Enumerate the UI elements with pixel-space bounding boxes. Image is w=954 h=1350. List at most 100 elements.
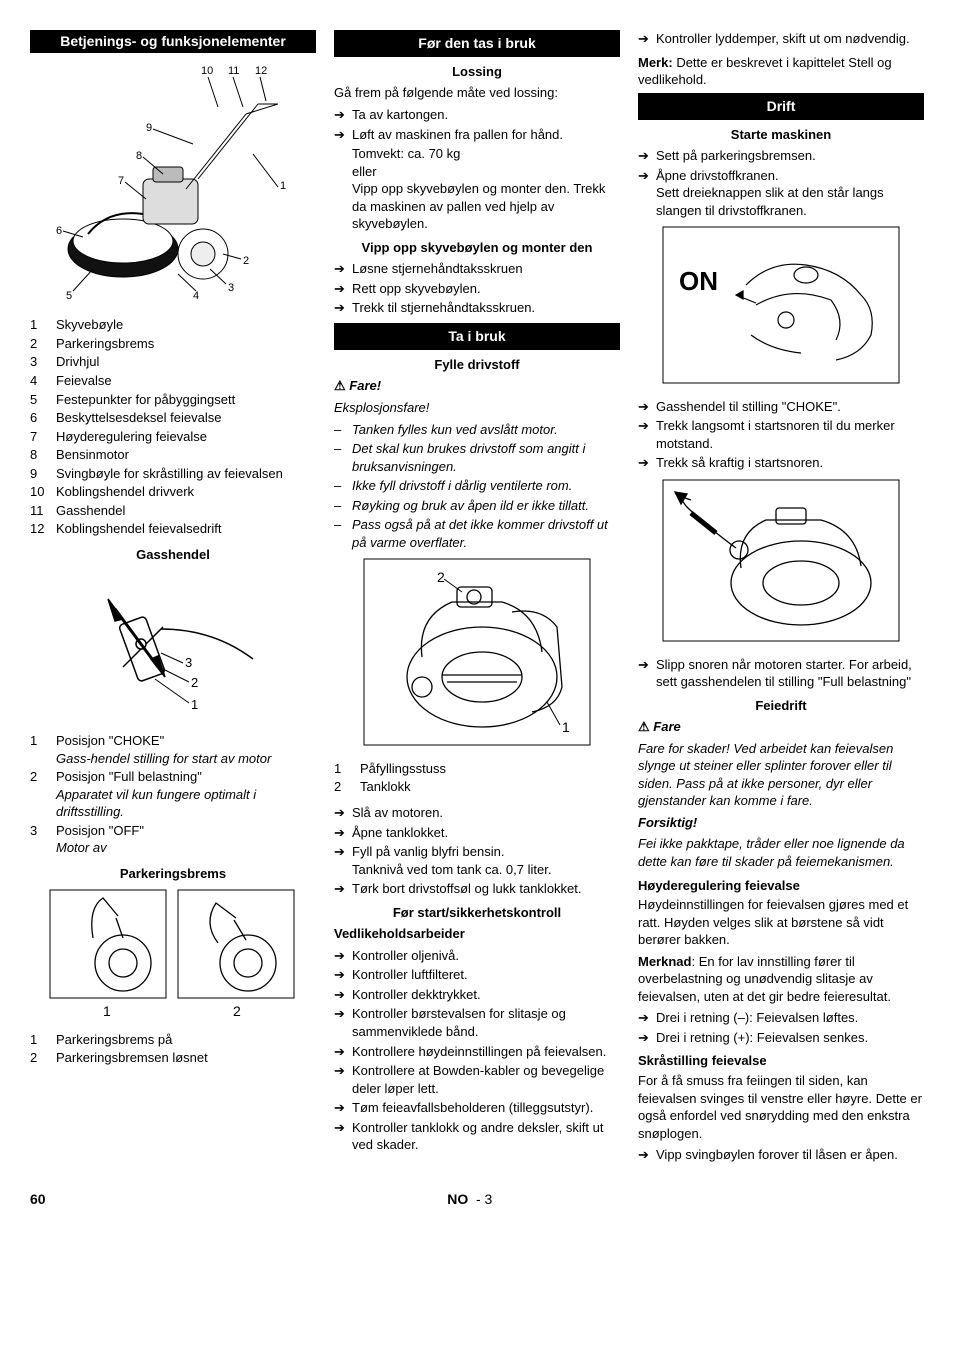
list-item: Kontrollere at Bowden-kabler og bevegeli…: [334, 1062, 620, 1097]
dash-list: Tanken fylles kun ved avslått motor.Det …: [334, 421, 620, 552]
svg-text:11: 11: [228, 65, 239, 77]
fare-text: Fare for skader! Ved arbeidet kan feieva…: [638, 740, 924, 810]
list-item: 1Skyvebøyle: [30, 316, 316, 334]
skra-header: Skråstilling feievalse: [638, 1052, 924, 1070]
hoy-header: Høyderegulering feievalse: [638, 877, 924, 895]
lossing-header: Lossing: [334, 63, 620, 81]
list-item: Trekk så kraftig i startsnoren.: [638, 454, 924, 472]
figure-motor: 2 1: [334, 557, 620, 752]
lossing-intro: Gå frem på følgende måte ved lossing:: [334, 84, 620, 102]
list-item: Kontroller luftfilteret.: [334, 966, 620, 984]
top-list: Kontroller lyddemper, skift ut om nødven…: [638, 30, 924, 48]
starte-list1: Sett på parkeringsbremsen. Åpne drivstof…: [638, 147, 924, 219]
skra-list: Vipp svingbøylen forover til låsen er åp…: [638, 1146, 924, 1164]
svg-text:10: 10: [201, 65, 213, 77]
steps-list: Slå av motoren. Åpne tanklokket. Fyll på…: [334, 804, 620, 898]
list-item: Kontroller oljenivå.: [334, 947, 620, 965]
svg-text:9: 9: [146, 122, 152, 134]
svg-text:ON: ON: [679, 266, 718, 296]
list-item: Slå av motoren.: [334, 804, 620, 822]
svg-text:2: 2: [191, 675, 198, 690]
fig-items: 1Påfyllingsstuss2Tanklokk: [334, 760, 620, 796]
list-item: 9Svingbøyle for skråstilling av feievals…: [30, 465, 316, 483]
list-item: Rett opp skyvebøylen.: [334, 280, 620, 298]
section-drift: Drift: [638, 93, 924, 120]
vedlikehold-label: Vedlikeholdsarbeider: [334, 925, 620, 943]
list-item: 2Parkeringsbrems: [30, 335, 316, 353]
list-item: Pass også på at det ikke kommer drivstof…: [334, 516, 620, 551]
list-item: Drei i retning (–): Feievalsen løftes.: [638, 1009, 924, 1027]
svg-text:1: 1: [562, 719, 570, 735]
list-item: Kontroller børstevalsen for slitasje og …: [334, 1005, 620, 1040]
list-item: Vipp svingbøylen forover til låsen er åp…: [638, 1146, 924, 1164]
figure-pull: [638, 478, 924, 648]
parts-list: 1Skyvebøyle2Parkeringsbrems3Drivhjul4Fei…: [30, 316, 316, 538]
svg-text:2: 2: [437, 569, 445, 585]
vipp-header: Vipp opp skyvebøylen og monter den: [334, 239, 620, 257]
vedl-list: Kontroller oljenivå.Kontroller luftfilte…: [334, 947, 620, 1154]
svg-text:1: 1: [103, 1003, 111, 1018]
svg-text:1: 1: [191, 697, 198, 712]
svg-text:2: 2: [243, 255, 249, 267]
page-number: 60: [30, 1190, 46, 1209]
feiedrift-header: Feiedrift: [638, 697, 924, 715]
svg-text:3: 3: [185, 655, 192, 670]
list-item: Slipp snoren når motoren starter. For ar…: [638, 656, 924, 691]
list-item: Tørk bort drivstoffsøl og lukk tanklokke…: [334, 880, 620, 898]
list-item: 8Bensinmotor: [30, 446, 316, 464]
list-item: Ikke fyll drivstoff i dårlig ventilerte …: [334, 477, 620, 495]
list-item: Tanken fylles kun ved avslått motor.: [334, 421, 620, 439]
forsiktig-text: Fei ikke pakktape, tråder eller noe lign…: [638, 835, 924, 870]
list-item: 1Parkeringsbrems på: [30, 1031, 316, 1049]
list-item: 7Høyderegulering feievalse: [30, 428, 316, 446]
svg-text:7: 7: [118, 175, 124, 187]
list-item: 1Påfyllingsstuss: [334, 760, 620, 778]
list-item: Røyking og bruk av åpen ild er ikke till…: [334, 497, 620, 515]
svg-text:12: 12: [255, 65, 267, 77]
skra-p: For å få smuss fra feiingen til siden, k…: [638, 1072, 924, 1142]
list-item: Det skal kun brukes drivstoff som angitt…: [334, 440, 620, 475]
fare-label2: Fare: [638, 718, 924, 736]
hoy-list: Drei i retning (–): Feievalsen løftes. Dr…: [638, 1009, 924, 1046]
figure-parkeringsbrems: 1 2: [30, 888, 316, 1023]
hoy-p1: Høydeinnstillingen for feievalsen gjøres…: [638, 896, 924, 949]
park-list: 1Parkeringsbrems på2Parkeringsbremsen lø…: [30, 1031, 316, 1067]
list-item: 2Parkeringsbremsen løsnet: [30, 1049, 316, 1067]
list-item: 11Gasshendel: [30, 502, 316, 520]
list-item: 6Beskyttelsesdeksel feievalse: [30, 409, 316, 427]
list-item: Tøm feieavfallsbeholderen (tilleggsutsty…: [334, 1099, 620, 1117]
figure-machine: 10 11 12 9 8 7 6 1 2 3 4 5: [30, 59, 316, 309]
list-item: 5Festepunkter for påbyggingsett: [30, 391, 316, 409]
list-item: Gasshendel til stilling "CHOKE".: [638, 398, 924, 416]
section-for-bruk: Før den tas i bruk: [334, 30, 620, 57]
forsiktig-label: Forsiktig!: [638, 814, 924, 832]
list-item: 12Koblingshendel feievalsedrift: [30, 520, 316, 538]
list-item: 2Posisjon "Full belastning"Apparatet vil…: [30, 768, 316, 821]
svg-text:2: 2: [233, 1003, 241, 1018]
list-item: 4Feievalse: [30, 372, 316, 390]
fylle-header: Fylle drivstoff: [334, 356, 620, 374]
svg-text:1: 1: [280, 180, 286, 192]
list-item: 3Drivhjul: [30, 353, 316, 371]
starte-list3: Slipp snoren når motoren starter. For ar…: [638, 656, 924, 691]
list-item: Åpne drivstoffkranen. Sett dreieknappen …: [638, 167, 924, 220]
section-betjening: Betjenings- og funksjonelementer: [30, 30, 316, 53]
list-item: Trekk til stjernehåndtaksskruen.: [334, 299, 620, 317]
svg-text:6: 6: [56, 225, 62, 237]
list-item: Åpne tanklokket.: [334, 824, 620, 842]
sikker-header: Før start/sikkerhetskontroll: [334, 904, 620, 922]
lossing-list: Ta av kartongen. Løft av maskinen fra pa…: [334, 106, 620, 233]
page-footer: 60 NO - 3: [30, 1190, 924, 1209]
svg-text:4: 4: [193, 290, 199, 302]
svg-text:5: 5: [66, 290, 72, 302]
list-item: Drei i retning (+): Feievalsen senkes.: [638, 1029, 924, 1047]
list-item: 10Koblingshendel drivverk: [30, 483, 316, 501]
vipp-list: Løsne stjernehåndtaksskruenRett opp skyv…: [334, 260, 620, 317]
lang-code: NO - 3: [46, 1190, 894, 1209]
list-item: Kontrollere høydeinnstillingen på feieva…: [334, 1043, 620, 1061]
section-ta-i-bruk: Ta i bruk: [334, 323, 620, 350]
list-item: 3Posisjon "OFF"Motor av: [30, 822, 316, 857]
figure-on: ON: [638, 225, 924, 390]
list-item: Kontroller tanklokk og andre deksler, sk…: [334, 1119, 620, 1154]
list-item: Sett på parkeringsbremsen.: [638, 147, 924, 165]
